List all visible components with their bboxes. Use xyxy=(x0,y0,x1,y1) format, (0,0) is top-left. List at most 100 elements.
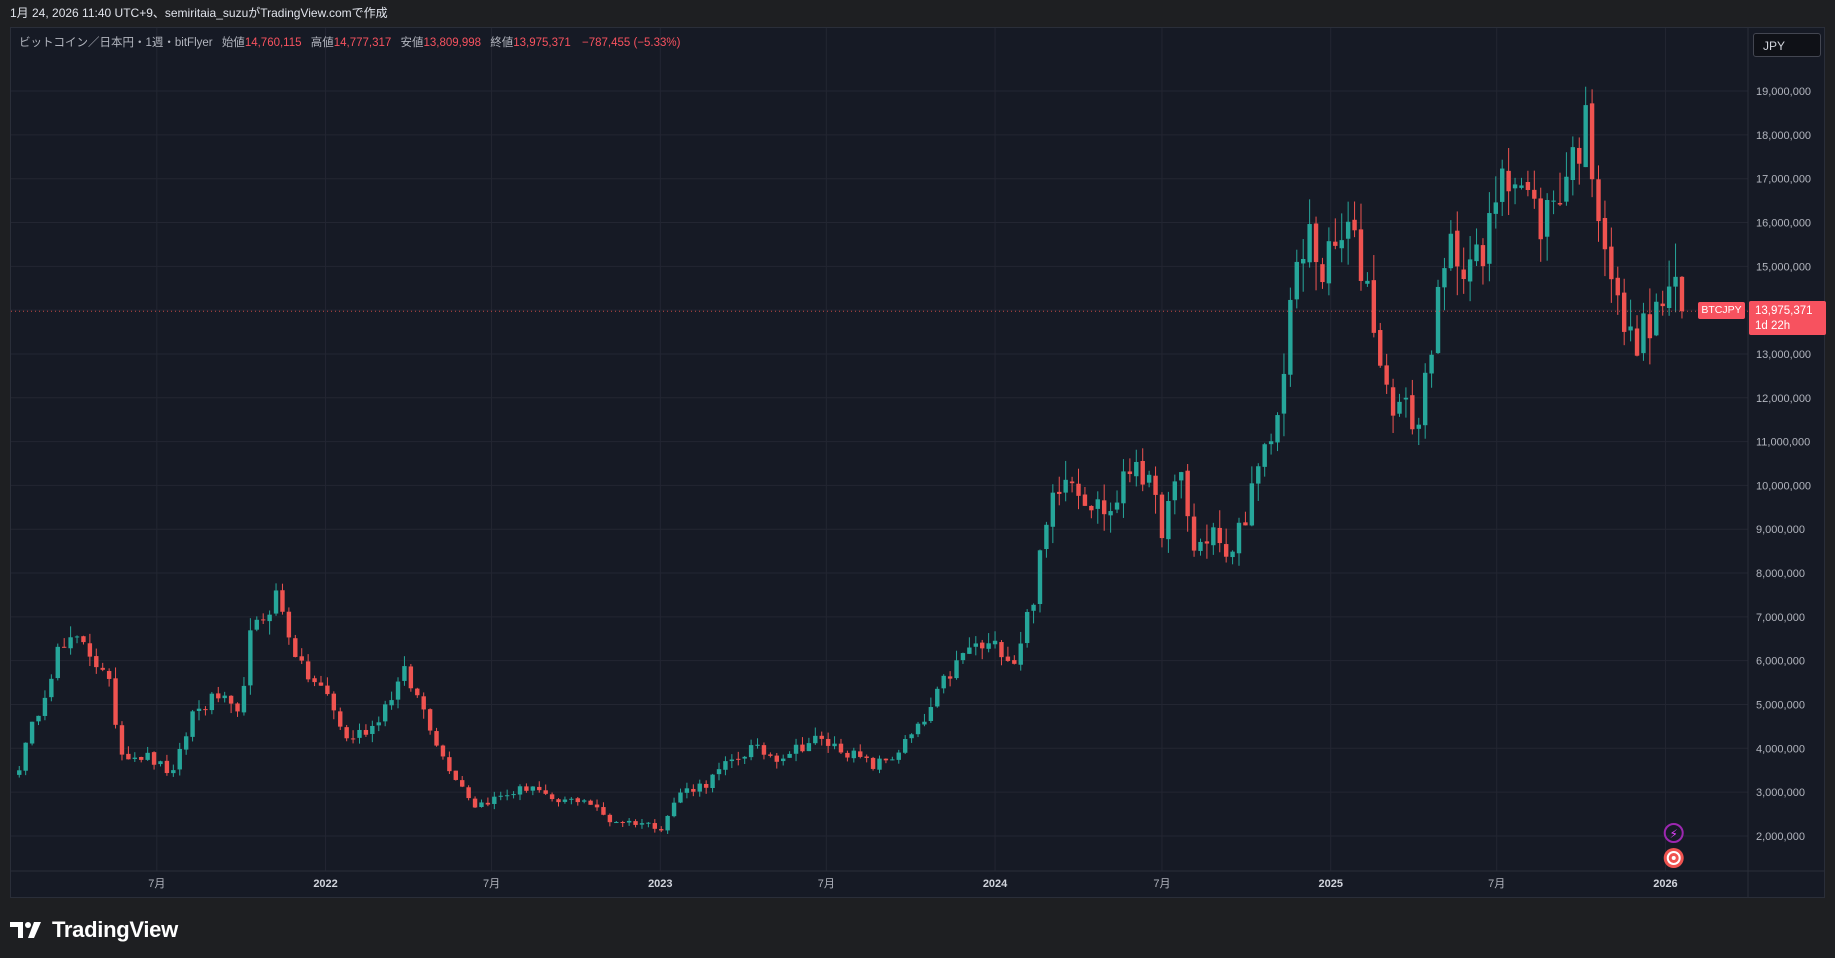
candle xyxy=(941,674,946,694)
candle-body xyxy=(858,751,863,757)
candle xyxy=(222,691,227,703)
candle xyxy=(1204,524,1210,559)
currency-button[interactable]: JPY xyxy=(1753,33,1821,57)
candle-body xyxy=(1660,303,1665,307)
candle xyxy=(1589,89,1595,198)
candle xyxy=(357,723,362,744)
candle xyxy=(845,750,850,762)
candle xyxy=(909,733,914,743)
chart-panel[interactable]: 2,000,000 3,000,000 4,000,000 5,000,000 6,00… xyxy=(10,27,1826,898)
candle-body xyxy=(626,820,632,823)
candle xyxy=(684,782,690,799)
candle xyxy=(299,648,304,665)
candle xyxy=(280,583,285,615)
candle xyxy=(382,700,388,727)
candle-body xyxy=(1320,264,1325,283)
candle-body xyxy=(851,750,857,759)
candle-body xyxy=(408,666,414,689)
candle xyxy=(434,727,439,747)
candle xyxy=(228,695,234,714)
candle xyxy=(1583,86,1588,168)
candle-body xyxy=(1397,401,1402,414)
candle-body xyxy=(119,725,125,755)
candle-body xyxy=(1159,494,1165,539)
candle xyxy=(864,754,869,763)
candle-body xyxy=(742,756,747,759)
candle-body xyxy=(1487,213,1492,264)
candle-body xyxy=(357,729,362,738)
candle xyxy=(1185,464,1190,532)
candle-body xyxy=(42,697,48,716)
candle-body xyxy=(248,630,253,686)
candle-body xyxy=(440,745,446,757)
candle-body xyxy=(543,790,548,794)
candle xyxy=(562,796,568,804)
candle-body xyxy=(620,822,625,824)
candle-body xyxy=(196,708,202,711)
candle xyxy=(659,826,664,833)
candle xyxy=(703,780,709,794)
symbol-name[interactable]: ビットコイン／日本円・1週・bitFlyer xyxy=(19,37,213,49)
candle-body xyxy=(331,693,337,711)
candle xyxy=(36,715,41,726)
candle xyxy=(42,690,48,721)
candle xyxy=(781,754,786,766)
candle xyxy=(1236,517,1242,566)
candle-body xyxy=(1679,276,1685,312)
candle xyxy=(1609,227,1614,303)
candle xyxy=(1057,476,1062,506)
price-tick-label: 13,000,000 xyxy=(1756,349,1811,361)
candle xyxy=(1134,449,1139,487)
candle-body xyxy=(1577,147,1582,164)
candle-body xyxy=(1538,198,1543,240)
candle-body xyxy=(1339,240,1344,249)
price-tick-label: 8,000,000 xyxy=(1756,568,1805,580)
candle xyxy=(286,607,292,645)
candle xyxy=(1422,363,1428,439)
candle-body xyxy=(1435,286,1441,354)
candle-body xyxy=(1012,660,1017,664)
candle-body xyxy=(1288,299,1293,375)
candle-body xyxy=(922,721,927,725)
candle-body xyxy=(594,804,600,808)
candle xyxy=(119,721,125,761)
candle xyxy=(838,738,844,754)
candle xyxy=(825,732,831,753)
candle xyxy=(813,727,818,745)
candlestick-chart[interactable]: 2,000,000 3,000,000 4,000,000 5,000,000 6,00… xyxy=(11,28,1824,897)
candle-body xyxy=(1191,516,1197,551)
candle-body xyxy=(569,798,574,800)
candle xyxy=(980,639,985,660)
candle-body xyxy=(954,660,959,679)
candle-body xyxy=(992,640,998,645)
candle-body xyxy=(318,682,324,686)
candle-body xyxy=(1037,550,1043,605)
candle xyxy=(350,730,356,744)
candle-body xyxy=(781,758,786,762)
price-tick-label: 4,000,000 xyxy=(1756,743,1805,755)
candle-body xyxy=(678,792,683,803)
candle xyxy=(1654,293,1659,337)
candle xyxy=(1044,521,1049,558)
time-tick-label: 2022 xyxy=(313,878,337,890)
time-tick-label: 7月 xyxy=(483,878,500,890)
candle-body xyxy=(158,761,163,765)
candle xyxy=(626,818,632,826)
candle-body xyxy=(902,739,908,753)
candle-body xyxy=(216,693,221,699)
candle-body xyxy=(832,743,837,747)
candle xyxy=(806,737,812,752)
candle-body xyxy=(485,802,491,805)
tradingview-logo[interactable]: TradingView xyxy=(10,915,178,945)
candle xyxy=(1365,272,1370,287)
price-tick-label: 17,000,000 xyxy=(1756,174,1811,186)
tradingview-logo-icon xyxy=(10,922,41,938)
candle-body xyxy=(1358,229,1364,281)
candle-body xyxy=(1018,643,1023,665)
candle-body xyxy=(1410,395,1415,430)
close-label: 終値 xyxy=(490,37,514,49)
candle xyxy=(594,799,600,811)
candle xyxy=(1557,172,1563,207)
candle-body xyxy=(1525,182,1531,191)
candle-body xyxy=(1236,522,1242,554)
